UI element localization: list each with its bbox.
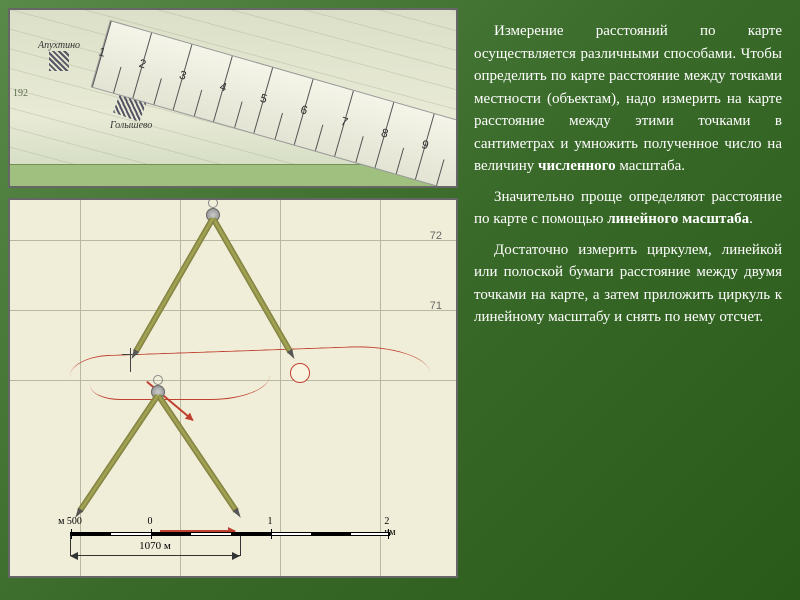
town-apukhtino-label: Апухтино bbox=[38, 40, 80, 51]
page-layout: 192 Апухтино Голышево 1 2 3 4 5 6 bbox=[0, 0, 800, 600]
scale-zero: 0 bbox=[148, 516, 153, 527]
grid-number: 71 bbox=[430, 300, 442, 312]
dimension-line: 1070 м bbox=[70, 555, 240, 556]
left-column: 192 Апухтино Голышево 1 2 3 4 5 6 bbox=[0, 0, 460, 600]
map-ruler-figure: 192 Апухтино Голышево 1 2 3 4 5 6 bbox=[8, 8, 458, 188]
elevation-label: 192 bbox=[13, 88, 28, 99]
target-circle-icon bbox=[290, 363, 310, 383]
paragraph-3: Достаточно измерить циркулем, линейкой и… bbox=[474, 239, 782, 329]
paragraph-1: Измерение расстояний по карте осуществля… bbox=[474, 20, 782, 178]
paragraph-2: Значительно проще определяют расстояние … bbox=[474, 186, 782, 231]
compass-ring-icon bbox=[208, 198, 218, 208]
compass-ring-icon bbox=[153, 375, 163, 385]
text-column: Измерение расстояний по карте осуществля… bbox=[460, 0, 800, 600]
scale-one: 1 bbox=[268, 516, 273, 527]
dimension-value: 1070 м bbox=[137, 540, 173, 552]
dimension-vert bbox=[240, 536, 241, 556]
compass-figure: 72 71 bbox=[8, 198, 458, 578]
town-apukhtino: Апухтино bbox=[38, 38, 80, 71]
route-line bbox=[90, 370, 270, 400]
scale-label-left: м 500 bbox=[58, 516, 82, 527]
town-apukhtino-icon bbox=[49, 51, 69, 71]
grid-number: 72 bbox=[430, 230, 442, 242]
linear-scale: м 500 0 1 2 км bbox=[70, 532, 390, 536]
